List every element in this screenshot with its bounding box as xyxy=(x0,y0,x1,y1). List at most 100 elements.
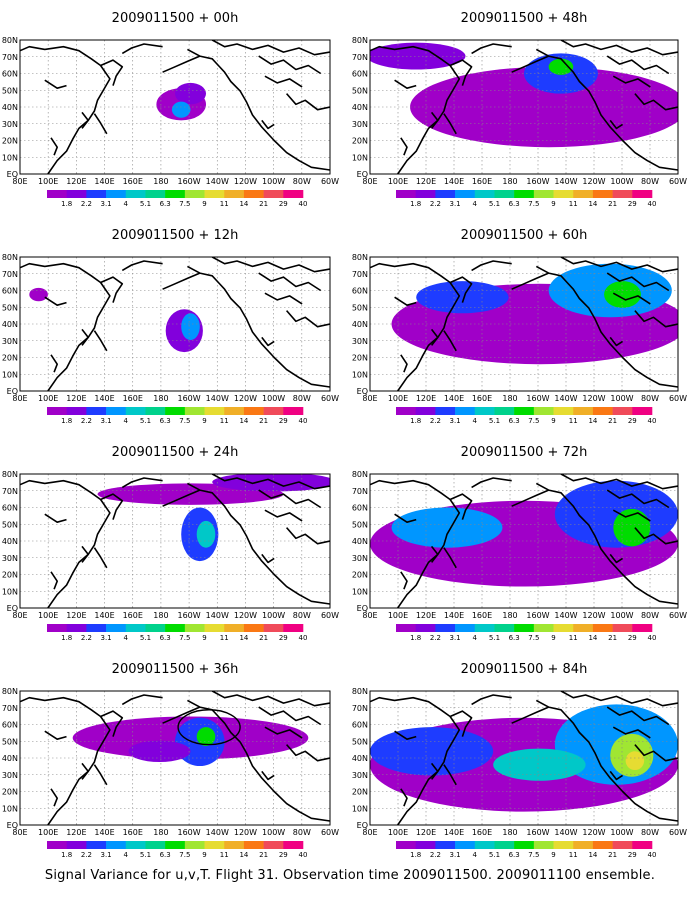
colorbar-label: 7.5 xyxy=(179,851,190,859)
coastline xyxy=(449,493,473,520)
colorbar-label: 14 xyxy=(239,200,248,208)
lon-tick-label: 80W xyxy=(641,611,659,620)
map-panel: 2009011500 + 12h 80N 70N 60N 50N 40N 30N 20N 10N… xyxy=(2,228,339,425)
coastline xyxy=(264,509,303,522)
colorbar-label: 6.3 xyxy=(509,851,520,859)
colorbar-swatch xyxy=(573,624,594,632)
lat-tick-label: EQ xyxy=(7,170,18,179)
colorbar-swatch xyxy=(455,624,476,632)
lat-tick-label: 40N xyxy=(352,537,368,546)
map-panel: 2009011500 + 24h 80N 70N 60N 50N 40N 30N 20N 10N… xyxy=(2,445,339,642)
colorbar-label: 21 xyxy=(259,200,268,208)
colorbar-swatch xyxy=(86,190,107,198)
lon-tick-label: 100E xyxy=(388,394,408,403)
lat-tick-label: 80N xyxy=(2,253,18,262)
lon-tick-label: 140W xyxy=(554,828,577,837)
colorbar-swatch xyxy=(396,624,416,632)
colorbar-swatch xyxy=(592,407,613,415)
lon-tick-label: 100E xyxy=(38,611,58,620)
lon-tick-label: 60W xyxy=(669,611,687,620)
colorbar-label: 2.2 xyxy=(81,417,92,425)
coastline xyxy=(606,706,670,726)
colorbar-swatch xyxy=(435,841,456,849)
colorbar-label: 21 xyxy=(259,634,268,642)
colorbar-swatch xyxy=(396,190,416,198)
variance-contour xyxy=(493,748,586,781)
coastline xyxy=(400,137,408,156)
coastline xyxy=(560,474,678,490)
colorbar-swatch xyxy=(283,190,304,198)
colorbar-label: 2.2 xyxy=(430,634,441,642)
panel-title: 2009011500 + 72h xyxy=(461,445,588,460)
colorbar-swatch xyxy=(125,407,146,415)
colorbar-swatch xyxy=(165,190,186,198)
lat-tick-label: 70N xyxy=(2,704,18,713)
colorbar-swatch xyxy=(184,407,205,415)
colorbar-swatch xyxy=(415,190,436,198)
variance-contour xyxy=(171,101,191,118)
coastlines xyxy=(20,257,330,391)
colorbar-label: 40 xyxy=(648,200,657,208)
coastline xyxy=(187,48,330,171)
lon-tick-label: 60W xyxy=(321,394,339,403)
lat-tick-label: 30N xyxy=(352,337,368,346)
colorbar-label: 3.1 xyxy=(450,417,461,425)
lon-tick-label: 60W xyxy=(321,611,339,620)
panel-title: 2009011500 + 60h xyxy=(461,228,588,243)
lat-tick-label: 10N xyxy=(352,587,368,596)
colorbar-label: 3.1 xyxy=(101,417,112,425)
coastline xyxy=(471,260,512,272)
lon-tick-label: 140E xyxy=(444,611,464,620)
colorbar-swatch xyxy=(165,407,186,415)
colorbar-swatch xyxy=(86,407,107,415)
colorbar-label: 40 xyxy=(648,634,657,642)
lon-tick-label: 80W xyxy=(293,394,311,403)
lon-tick-label: 140E xyxy=(444,394,464,403)
map-frame xyxy=(369,39,679,175)
lon-tick-label: 120W xyxy=(582,394,605,403)
coastline xyxy=(443,330,457,352)
colorbar-label: 5.1 xyxy=(489,851,500,859)
lon-tick-label: 160W xyxy=(177,611,200,620)
lat-tick-label: EQ xyxy=(357,821,368,830)
lon-tick-label: 160W xyxy=(526,611,549,620)
lon-tick-label: 80E xyxy=(362,611,377,620)
lon-tick-label: 120W xyxy=(234,611,257,620)
colorbar-swatch xyxy=(455,407,476,415)
lat-tick-label: 10N xyxy=(2,370,18,379)
coastline xyxy=(264,726,303,739)
colorbar-label: 4 xyxy=(473,417,478,425)
coastline xyxy=(370,479,461,608)
coastline xyxy=(121,477,163,489)
lon-tick-label: 120E xyxy=(416,394,436,403)
coastline xyxy=(560,257,678,273)
colorbar-label: 6.3 xyxy=(160,634,171,642)
colorbar-swatch xyxy=(243,190,264,198)
colorbar-swatch xyxy=(165,624,186,632)
lat-tick-label: 30N xyxy=(2,771,18,780)
colorbar-swatch xyxy=(184,841,205,849)
variance-contour xyxy=(128,740,191,763)
colorbar-swatch xyxy=(47,407,67,415)
lon-tick-label: 140E xyxy=(94,177,114,186)
colorbar-label: 5.1 xyxy=(140,417,151,425)
variance-contour xyxy=(548,58,574,75)
coastline xyxy=(81,111,89,129)
lon-tick-label: 140E xyxy=(94,394,114,403)
coastline xyxy=(258,706,322,726)
coastline xyxy=(211,691,330,707)
colorbar-swatch xyxy=(435,190,456,198)
lon-tick-label: 120E xyxy=(416,611,436,620)
colorbar-label: 29 xyxy=(628,851,637,859)
colorbar-swatch xyxy=(396,841,416,849)
coastlines xyxy=(370,40,678,174)
colorbar-label: 5.1 xyxy=(140,200,151,208)
variance-contour xyxy=(416,281,509,314)
lat-tick-label: EQ xyxy=(357,604,368,613)
colorbar-swatch xyxy=(145,624,166,632)
lon-tick-label: 160E xyxy=(472,828,492,837)
lon-tick-label: 80W xyxy=(641,828,659,837)
lon-tick-label: 180 xyxy=(153,828,168,837)
colorbar-label: 40 xyxy=(299,851,308,859)
coastline xyxy=(211,474,330,490)
